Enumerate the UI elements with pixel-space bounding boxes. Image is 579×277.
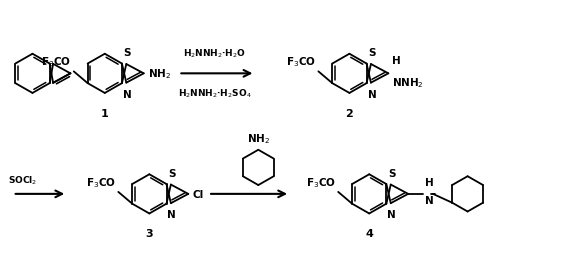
Text: H$_2$NNH$_2$·H$_2$O: H$_2$NNH$_2$·H$_2$O [183, 47, 246, 60]
Text: N: N [425, 196, 434, 206]
Text: F$_3$CO: F$_3$CO [41, 56, 71, 70]
Text: S: S [168, 169, 175, 179]
Text: S: S [388, 169, 395, 179]
Text: NH$_2$: NH$_2$ [148, 67, 171, 81]
Text: N: N [368, 89, 376, 99]
Text: F$_3$CO: F$_3$CO [287, 56, 316, 70]
Text: S: S [368, 48, 376, 58]
Text: Cl: Cl [192, 190, 203, 200]
Text: H$_2$NNH$_2$·H$_2$SO$_4$: H$_2$NNH$_2$·H$_2$SO$_4$ [178, 87, 251, 99]
Text: NNH$_2$: NNH$_2$ [393, 76, 424, 90]
Text: N: N [167, 210, 176, 220]
Text: H: H [393, 57, 401, 66]
Text: NH$_2$: NH$_2$ [247, 132, 270, 146]
Text: N: N [123, 89, 131, 99]
Text: N: N [387, 210, 396, 220]
Text: 4: 4 [365, 229, 373, 239]
Text: 2: 2 [346, 109, 353, 119]
Text: F$_3$CO: F$_3$CO [306, 176, 336, 190]
Text: F$_3$CO: F$_3$CO [86, 176, 116, 190]
Text: H: H [425, 178, 434, 188]
Text: 3: 3 [145, 229, 153, 239]
Text: SOCl$_2$: SOCl$_2$ [8, 175, 37, 187]
Text: 1: 1 [101, 109, 109, 119]
Text: S: S [123, 48, 131, 58]
